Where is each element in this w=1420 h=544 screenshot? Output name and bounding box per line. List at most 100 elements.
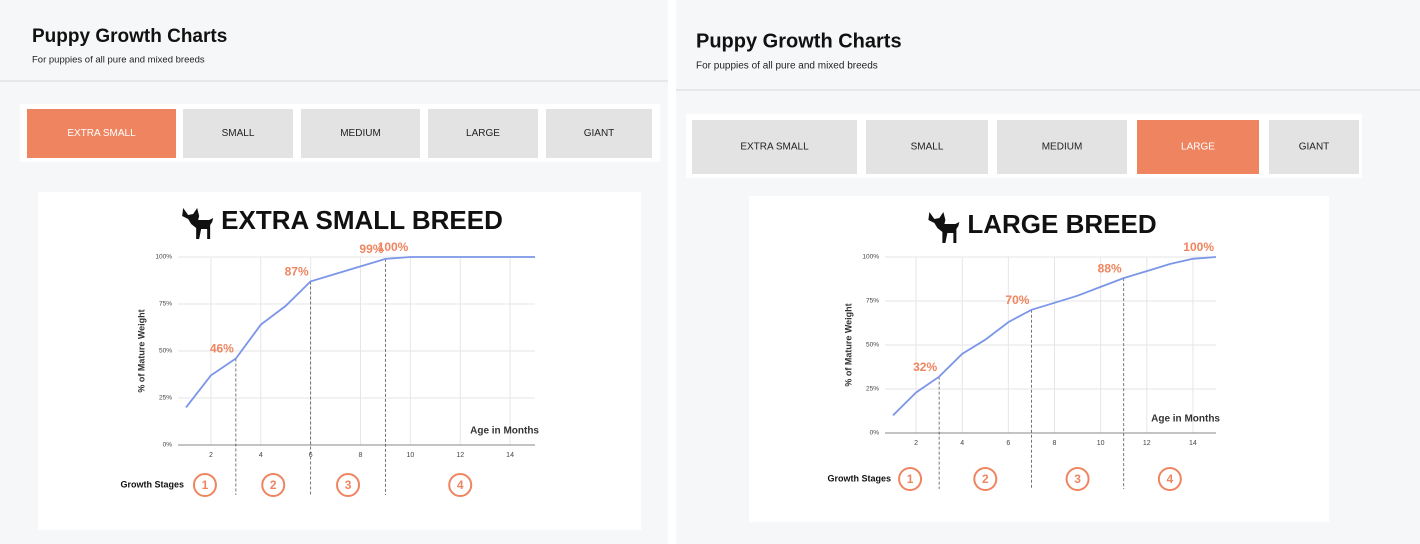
tab-label[interactable]: LARGE <box>1181 142 1215 153</box>
value-annotation: 99% <box>359 242 383 256</box>
stage-number: 4 <box>457 478 464 492</box>
stage-number: 3 <box>1074 472 1081 486</box>
tab-label[interactable]: EXTRA SMALL <box>740 142 809 153</box>
stage-number: 3 <box>345 478 352 492</box>
tab-label[interactable]: MEDIUM <box>1042 142 1083 153</box>
tab-button[interactable] <box>546 109 652 158</box>
growth-line <box>185 256 535 408</box>
y-tick-label: 100% <box>155 254 172 261</box>
x-tick-label: 14 <box>1189 440 1197 447</box>
value-annotation: 100% <box>378 240 409 254</box>
breed-tab[interactable]: MEDIUM <box>997 120 1127 174</box>
stage-badge <box>898 467 923 491</box>
breed-tab[interactable]: SMALL <box>866 120 988 174</box>
growth-line <box>892 256 1217 417</box>
stage-badge <box>1157 467 1182 491</box>
stages-label: Growth Stages <box>120 479 184 489</box>
x-tick-label: 12 <box>456 452 464 459</box>
stage-number: 2 <box>982 472 989 486</box>
stage-number: 2 <box>270 478 277 492</box>
breed-tab[interactable]: GIANT <box>546 109 652 158</box>
tab-button[interactable] <box>866 120 988 174</box>
tab-button[interactable] <box>1137 120 1259 174</box>
breed-tab[interactable]: EXTRA SMALL <box>692 120 857 174</box>
x-axis-label: Age in Months <box>1151 414 1220 425</box>
tab-label[interactable]: GIANT <box>584 128 615 139</box>
tab-label[interactable]: EXTRA SMALL <box>67 128 136 139</box>
stage-number: 1 <box>202 478 209 492</box>
y-tick-label: 25% <box>866 386 879 393</box>
breed-tab[interactable]: SMALL <box>183 109 293 158</box>
page-title: Puppy Growth Charts <box>32 26 227 47</box>
y-tick-label: 75% <box>866 298 879 305</box>
card-background <box>38 192 641 530</box>
x-tick-label: 10 <box>1097 440 1105 447</box>
page-subtitle: For puppies of all pure and mixed breeds <box>696 61 878 72</box>
y-tick-label: 100% <box>862 254 879 261</box>
tab-button[interactable] <box>692 120 857 174</box>
x-tick-label: 14 <box>506 452 514 459</box>
page-subtitle: For puppies of all pure and mixed breeds <box>32 55 205 66</box>
dog-icon <box>928 212 960 243</box>
stage-badge <box>336 473 361 497</box>
stage-number: 1 <box>907 472 914 486</box>
tab-button[interactable] <box>27 109 176 158</box>
stage-badge <box>973 467 998 491</box>
x-tick-label: 2 <box>209 452 213 459</box>
tab-label[interactable]: MEDIUM <box>340 128 381 139</box>
x-tick-label: 4 <box>960 440 964 447</box>
value-annotation: 87% <box>285 265 309 279</box>
stages-label: Growth Stages <box>827 473 891 483</box>
stage-number: 4 <box>1167 472 1174 486</box>
y-tick-label: 25% <box>159 395 172 402</box>
y-tick-label: 75% <box>159 301 172 308</box>
page-title: Puppy Growth Charts <box>696 30 902 52</box>
tab-label[interactable]: LARGE <box>466 128 500 139</box>
card-background <box>749 196 1329 522</box>
x-tick-label: 12 <box>1143 440 1151 447</box>
tab-button[interactable] <box>1269 120 1359 174</box>
y-tick-label: 0% <box>870 430 880 437</box>
x-tick-label: 8 <box>1053 440 1057 447</box>
chart-title: EXTRA SMALL BREED <box>221 205 503 235</box>
breed-tab[interactable]: MEDIUM <box>301 109 420 158</box>
value-annotation: 100% <box>1183 240 1214 254</box>
x-tick-label: 2 <box>914 440 918 447</box>
stage-badge <box>192 473 217 497</box>
stage-badge <box>261 473 286 497</box>
value-annotation: 46% <box>210 342 234 356</box>
y-axis-label: % of Mature Weight <box>843 303 853 386</box>
x-tick-label: 6 <box>309 452 313 459</box>
stage-badge <box>448 473 473 497</box>
x-tick-label: 10 <box>406 452 414 459</box>
chart-title: LARGE BREED <box>967 209 1156 239</box>
panel: Puppy Growth Charts For puppies of all pu… <box>0 0 668 544</box>
breed-tab[interactable]: LARGE <box>1137 120 1259 174</box>
y-tick-label: 50% <box>866 342 879 349</box>
x-tick-label: 8 <box>359 452 363 459</box>
tab-label[interactable]: SMALL <box>911 142 944 153</box>
y-axis-label: % of Mature Weight <box>136 309 146 392</box>
breed-tab[interactable]: GIANT <box>1269 120 1359 174</box>
tab-button[interactable] <box>183 109 293 158</box>
stage-badge <box>1065 467 1090 491</box>
dog-icon <box>182 208 214 239</box>
x-axis-label: Age in Months <box>470 426 539 437</box>
value-annotation: 88% <box>1098 261 1122 275</box>
panel: Puppy Growth Charts For puppies of all pu… <box>676 0 1420 544</box>
breed-tab[interactable]: LARGE <box>428 109 538 158</box>
tab-label[interactable]: GIANT <box>1299 142 1330 153</box>
x-tick-label: 6 <box>1006 440 1010 447</box>
tab-button[interactable] <box>428 109 538 158</box>
x-tick-label: 4 <box>259 452 263 459</box>
breed-tab[interactable]: EXTRA SMALL <box>27 109 176 158</box>
y-tick-label: 0% <box>163 442 173 449</box>
tab-button[interactable] <box>301 109 420 158</box>
tab-button[interactable] <box>997 120 1127 174</box>
value-annotation: 32% <box>913 360 937 374</box>
tab-label[interactable]: SMALL <box>222 128 255 139</box>
y-tick-label: 50% <box>159 348 172 355</box>
